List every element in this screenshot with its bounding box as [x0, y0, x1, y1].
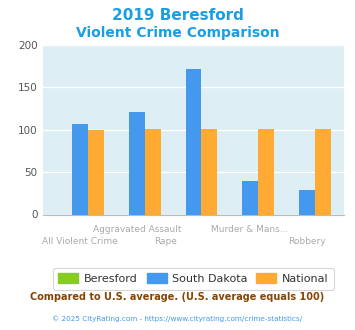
- Text: Rape: Rape: [154, 237, 176, 246]
- Text: Robbery: Robbery: [288, 237, 326, 246]
- Text: Aggravated Assault: Aggravated Assault: [93, 225, 181, 234]
- Bar: [72, 124, 88, 214]
- Bar: [315, 129, 331, 214]
- Bar: [258, 129, 274, 214]
- Legend: Beresford, South Dakota, National: Beresford, South Dakota, National: [53, 268, 334, 289]
- Bar: [88, 130, 104, 214]
- Text: All Violent Crime: All Violent Crime: [42, 237, 118, 246]
- Text: Murder & Mans...: Murder & Mans...: [212, 225, 289, 234]
- Text: Violent Crime Comparison: Violent Crime Comparison: [76, 26, 279, 40]
- Text: © 2025 CityRating.com - https://www.cityrating.com/crime-statistics/: © 2025 CityRating.com - https://www.city…: [53, 315, 302, 322]
- Bar: [129, 112, 145, 214]
- Bar: [145, 129, 160, 214]
- Text: 2019 Beresford: 2019 Beresford: [111, 8, 244, 23]
- Bar: [242, 181, 258, 214]
- Bar: [299, 190, 315, 214]
- Text: Compared to U.S. average. (U.S. average equals 100): Compared to U.S. average. (U.S. average …: [31, 292, 324, 302]
- Bar: [186, 69, 201, 214]
- Bar: [201, 129, 217, 214]
